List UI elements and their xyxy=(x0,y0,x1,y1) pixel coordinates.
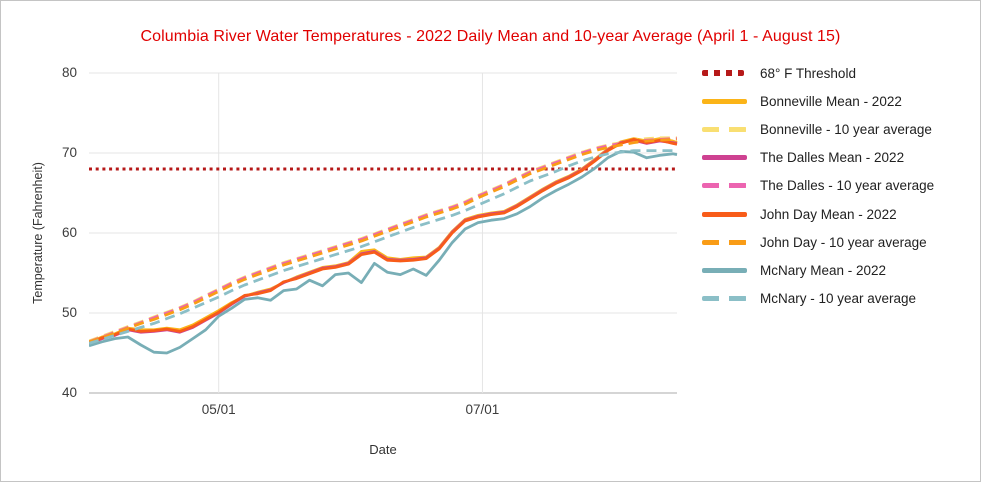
y-tick-label: 80 xyxy=(61,65,77,80)
y-tick-label: 60 xyxy=(61,225,77,240)
legend-item: 68° F Threshold xyxy=(702,59,934,87)
legend-item: The Dalles - 10 year average xyxy=(702,172,934,200)
legend-label: McNary Mean - 2022 xyxy=(760,262,887,278)
legend-item: John Day Mean - 2022 xyxy=(702,200,934,228)
legend-label: John Day Mean - 2022 xyxy=(760,206,897,222)
legend-line-swatch xyxy=(702,296,747,302)
plot-area xyxy=(89,72,678,394)
y-tick-label: 50 xyxy=(61,305,77,320)
legend-item: Bonneville Mean - 2022 xyxy=(702,87,934,115)
legend-label: The Dalles - 10 year average xyxy=(760,178,935,194)
legend-label: The Dalles Mean - 2022 xyxy=(760,150,905,166)
legend-line-swatch xyxy=(702,98,747,104)
legend-label: Bonneville - 10 year average xyxy=(760,121,932,137)
legend-line-swatch xyxy=(702,239,747,245)
legend-line-swatch xyxy=(702,183,747,189)
x-tick-label: 07/01 xyxy=(465,402,500,417)
x-tick-label: 05/01 xyxy=(201,402,236,417)
legend-line-swatch xyxy=(702,155,747,161)
legend-label: 68° F Threshold xyxy=(760,65,856,81)
legend-item: McNary - 10 year average xyxy=(702,285,934,313)
legend-label: McNary - 10 year average xyxy=(760,291,917,307)
chart-title: Columbia River Water Temperatures - 2022… xyxy=(140,28,841,45)
y-tick-label: 40 xyxy=(61,385,77,400)
legend-label: Bonneville Mean - 2022 xyxy=(760,93,902,109)
legend-item: McNary Mean - 2022 xyxy=(702,256,934,284)
legend-label: John Day - 10 year average xyxy=(760,234,927,250)
y-tick-label: 70 xyxy=(61,145,77,160)
x-axis-title: Date xyxy=(369,442,397,457)
legend-line-swatch xyxy=(702,126,747,132)
legend-line-swatch xyxy=(702,70,744,77)
legend: 68° F Threshold Bonneville Mean - 2022 Bon… xyxy=(702,59,934,313)
legend-item: The Dalles Mean - 2022 xyxy=(702,144,934,172)
legend-line-swatch xyxy=(702,267,747,273)
legend-item: Bonneville - 10 year average xyxy=(702,115,934,143)
legend-item: John Day - 10 year average xyxy=(702,228,934,256)
legend-line-swatch xyxy=(702,211,747,217)
